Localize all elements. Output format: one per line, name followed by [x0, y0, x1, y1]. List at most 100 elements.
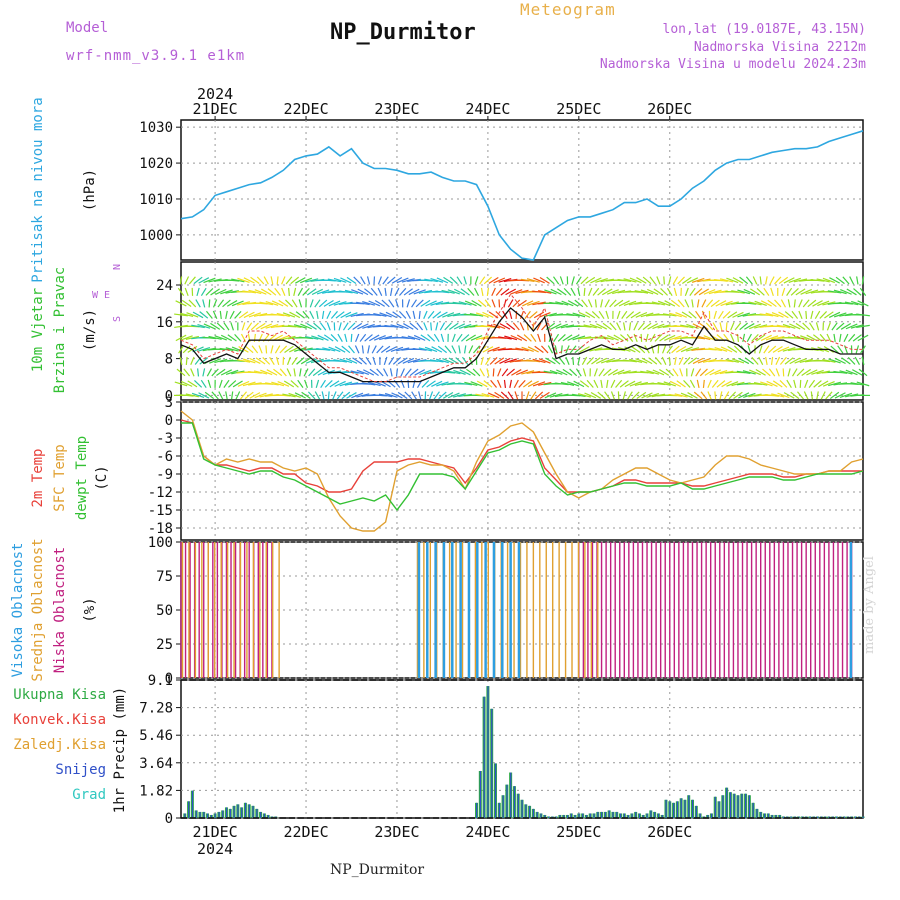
wind-barb [202, 299, 206, 308]
wind-barb [357, 323, 369, 330]
wind-barb [334, 380, 346, 387]
wind-barb [826, 322, 831, 331]
wind-barb [400, 368, 405, 377]
wind-barb [367, 381, 381, 387]
wind-barb [856, 381, 870, 387]
wind-barb [326, 322, 331, 331]
precip-snow-bar [252, 805, 254, 818]
wind-barb [613, 299, 624, 308]
wind-barb [807, 299, 817, 308]
wind-barb [657, 324, 671, 329]
wind-barb [440, 333, 445, 343]
wind-barb [810, 279, 825, 282]
wind-barb [588, 287, 593, 297]
wind-barb [775, 368, 780, 377]
credit-watermark: made by Angel [862, 556, 877, 654]
wind-barb [493, 277, 506, 284]
wind-barb [228, 380, 237, 388]
wind-barb [458, 301, 472, 306]
wind-barb [466, 368, 476, 376]
wind-barb [853, 288, 862, 296]
wind-barb [181, 299, 192, 307]
wind-barb [778, 311, 789, 319]
wind-barb [587, 299, 593, 308]
wind-barb [845, 369, 858, 376]
wind-barb [350, 312, 364, 317]
wind-barb [367, 313, 382, 317]
wind-barb [708, 289, 722, 295]
wind-barb [760, 334, 772, 342]
wind-barb [744, 323, 755, 330]
wind-barb [771, 393, 785, 398]
wind-barb [376, 368, 384, 377]
wind-barb [333, 359, 347, 363]
wind-barb [287, 324, 302, 329]
wind-barb [569, 368, 578, 377]
wind-barb [541, 345, 549, 354]
wind-barb [594, 299, 597, 308]
wind-barb [194, 380, 203, 388]
wind-barb [802, 299, 810, 308]
wind-barb [721, 380, 732, 388]
wind-barb [500, 391, 510, 400]
wind-barb [714, 369, 728, 375]
wind-barb [649, 276, 656, 285]
wind-barb [270, 313, 285, 317]
wind-barb [295, 277, 306, 284]
wind-barb [834, 392, 846, 399]
wind-barb [845, 323, 858, 330]
wind-barb [403, 323, 414, 330]
top-date-label: 22DEC [283, 100, 328, 118]
precip-snow-bar [275, 816, 277, 818]
wind-barb [803, 391, 809, 400]
wind-barb [581, 356, 588, 366]
wind-barb [486, 368, 490, 377]
wind-barb [218, 391, 224, 400]
precip-snow-bar [548, 816, 550, 818]
wind-barb [828, 358, 841, 364]
wind-barb [486, 324, 501, 329]
wind-barb [797, 391, 804, 400]
wind-barb [447, 370, 461, 375]
wind-barb [258, 345, 263, 354]
wind-barb [653, 288, 664, 296]
wind-barb [711, 379, 719, 388]
wind-barb [696, 379, 700, 388]
wind-barb [350, 333, 353, 342]
precip-snow-bar [237, 804, 239, 818]
wind-barb [688, 311, 697, 319]
precip-snow-bar [233, 805, 235, 818]
precip-snow-bar [191, 790, 194, 818]
wind-barb [254, 392, 267, 399]
y-tick-label: -12 [148, 485, 173, 501]
wind-barb [852, 334, 862, 342]
wind-barb [177, 287, 185, 296]
wind-barb [730, 333, 735, 343]
wind-barb [276, 312, 290, 317]
wind-barb [597, 288, 606, 296]
wind-barb [659, 368, 670, 376]
wind-barb [276, 276, 279, 285]
wind-barb [551, 357, 561, 365]
precip-unit: 1hr Precip (mm) [112, 687, 128, 813]
wind-barb [179, 356, 183, 366]
wind-barb [222, 299, 231, 308]
wind-barb [358, 357, 367, 365]
wind-barb [572, 312, 586, 318]
precip-snow-bar [578, 813, 580, 818]
precip-snow-bar [710, 813, 713, 818]
wind-barb [760, 300, 772, 307]
wind-barb [602, 322, 612, 331]
model-label: Model [66, 20, 109, 36]
wind-barb [623, 359, 637, 363]
wind-barb [537, 333, 541, 343]
wind-barb [486, 287, 490, 296]
wind-barb [297, 379, 304, 388]
wind-barb [856, 313, 870, 317]
wind-barb [373, 335, 386, 341]
wind-barb [804, 379, 809, 389]
wind-barb [844, 301, 859, 306]
wind-barb [496, 379, 502, 389]
wind-barb [333, 277, 347, 283]
wind-barb [722, 311, 731, 319]
